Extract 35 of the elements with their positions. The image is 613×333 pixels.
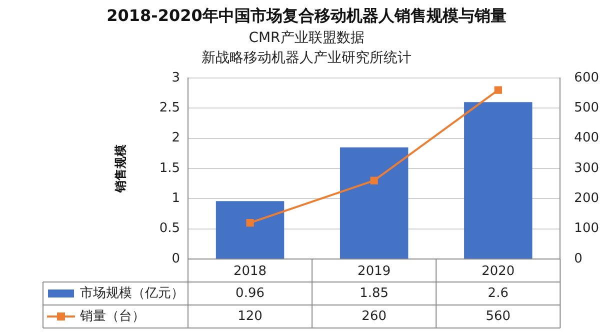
y-tick-label: 2.5: [159, 100, 180, 116]
legend-label: 市场规模（亿元）: [80, 286, 184, 301]
y2-tick-label: 600: [574, 70, 600, 86]
y-tick-label: 1.5: [159, 160, 180, 176]
y2-tick-label: 400: [574, 130, 600, 146]
bar: [464, 102, 532, 258]
point: [246, 218, 254, 227]
data-label: 1.85: [360, 286, 389, 301]
y-tick-label: 0.5: [159, 221, 180, 236]
data-label: 560: [486, 308, 511, 324]
chart-subtitle: CMR产业联盟数据: [248, 29, 366, 47]
y-tick-label: 1: [172, 191, 180, 206]
y2-tick-label: 500: [574, 100, 600, 116]
y-tick-label: 2: [172, 130, 180, 146]
bar: [216, 201, 284, 258]
y-tick-label: 3: [172, 70, 180, 86]
chart-title: 2018-2020年中国市场复合移动机器人销售规模与销量: [106, 6, 508, 27]
y2-tick-label: 300: [574, 160, 600, 176]
x-tick-label: 2019: [358, 264, 391, 280]
x-tick-label: 2020: [482, 264, 515, 280]
point: [370, 176, 378, 184]
y-axis-title: 销售规模: [113, 144, 128, 194]
y2-tick-label: 100: [574, 221, 600, 236]
bar: [340, 147, 408, 258]
data-label: 120: [238, 308, 262, 324]
legend-label: 销量（台）: [79, 308, 145, 324]
y2-tick-label: 0: [574, 251, 582, 266]
point: [494, 86, 502, 94]
x-tick-label: 2018: [233, 264, 267, 280]
y-tick-label: 0: [172, 251, 180, 266]
data-label: 2.6: [488, 286, 508, 301]
text: 新战略移动机器人产业研究所统计: [200, 49, 412, 67]
data-label: 0.96: [236, 286, 265, 301]
data-label: 260: [362, 308, 387, 324]
y2-tick-label: 200: [574, 191, 600, 206]
